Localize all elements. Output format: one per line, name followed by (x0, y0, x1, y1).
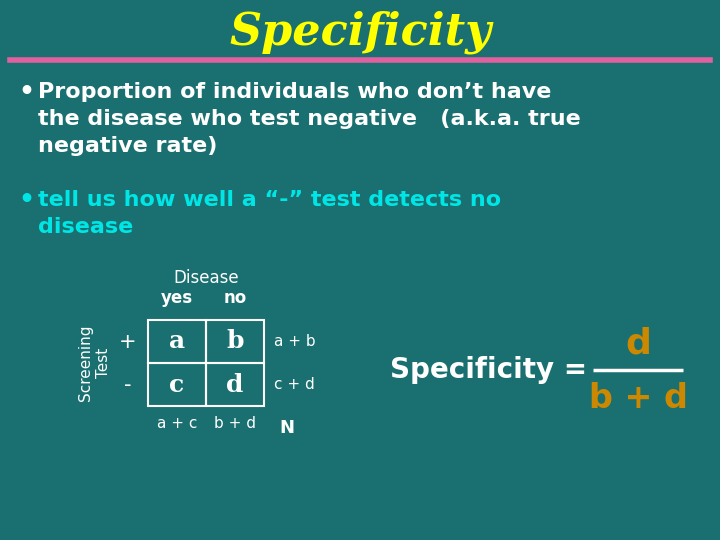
Text: Specificity =: Specificity = (390, 356, 587, 384)
Text: b: b (226, 329, 244, 354)
Text: •: • (18, 188, 34, 212)
Text: +: + (120, 332, 137, 352)
Text: negative rate): negative rate) (38, 136, 217, 156)
Bar (148, 363, 206, 406)
Text: disease: disease (38, 217, 133, 237)
Text: tell us how well a “-” test detects no: tell us how well a “-” test detects no (38, 190, 501, 210)
Text: Proportion of individuals who don’t have: Proportion of individuals who don’t have (38, 82, 552, 102)
Bar (206, 363, 264, 406)
Text: Disease: Disease (174, 269, 239, 287)
Bar (206, 320, 264, 363)
Text: no: no (223, 289, 247, 307)
Text: d: d (226, 373, 243, 396)
Text: yes: yes (161, 289, 193, 307)
Text: the disease who test negative   (a.k.a. true: the disease who test negative (a.k.a. tr… (38, 109, 581, 129)
Text: a + c: a + c (157, 416, 197, 431)
Text: Specificity: Specificity (229, 10, 491, 54)
Text: Screening: Screening (78, 325, 94, 401)
Text: -: - (125, 375, 132, 395)
Bar (148, 320, 206, 363)
Text: a + b: a + b (274, 334, 315, 349)
Text: b + d: b + d (588, 381, 688, 415)
Text: c: c (169, 373, 184, 396)
Text: b + d: b + d (214, 416, 256, 431)
Text: d: d (625, 327, 651, 361)
Text: •: • (18, 80, 34, 104)
Text: c + d: c + d (274, 377, 315, 392)
Text: N: N (279, 419, 294, 437)
Text: a: a (169, 329, 185, 354)
Text: Test: Test (96, 348, 112, 378)
